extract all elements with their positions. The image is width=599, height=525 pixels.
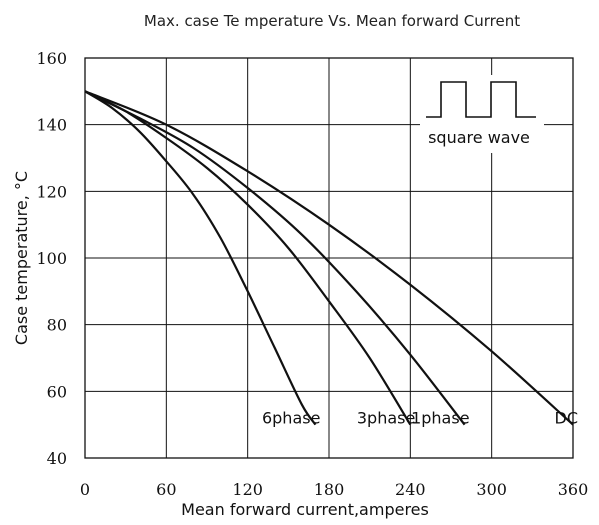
y-axis-label: Case temperature, °C [12,171,31,345]
y-tick-label-1: 60 [47,382,67,401]
x-axis-label: Mean forward current,amperes [181,500,429,519]
y-tick-label-3: 100 [36,249,67,268]
x-tick-label-1: 60 [156,480,176,499]
y-tick-labels: 40 60 80 100 120 140 160 [36,49,67,468]
curve-1phase [84,90,466,426]
y-tick-label-0: 40 [47,449,67,468]
square-wave-icon [426,81,536,118]
legend-box: square wave [420,75,544,153]
y-tick-label-5: 140 [36,116,67,135]
y-tick-label-6: 160 [36,49,67,68]
x-tick-label-6: 360 [558,480,589,499]
curve-dc [84,90,574,426]
plot-frame [84,57,574,459]
y-tick-label-2: 80 [47,316,67,335]
y-tick-label-4: 120 [36,182,67,201]
x-tick-label-0: 0 [80,480,90,499]
curves [84,90,574,426]
curve-label-6phase: 6phase [262,409,320,428]
x-tick-label-2: 120 [232,480,263,499]
curve-label-1phase: 1phase [411,409,469,428]
chart-title: Max. case Te mperature Vs. Mean forward … [144,12,520,30]
x-tick-labels: 0 60 120 180 240 300 360 [80,480,588,499]
x-tick-label-4: 240 [395,480,426,499]
curve-6phase [84,90,317,426]
curve-label-3phase: 3phase [357,409,415,428]
curve-3phase [84,90,412,426]
x-tick-label-3: 180 [314,480,345,499]
curve-label-dc: DC [555,409,579,428]
legend-label: square wave [428,128,530,147]
x-tick-label-5: 300 [476,480,507,499]
